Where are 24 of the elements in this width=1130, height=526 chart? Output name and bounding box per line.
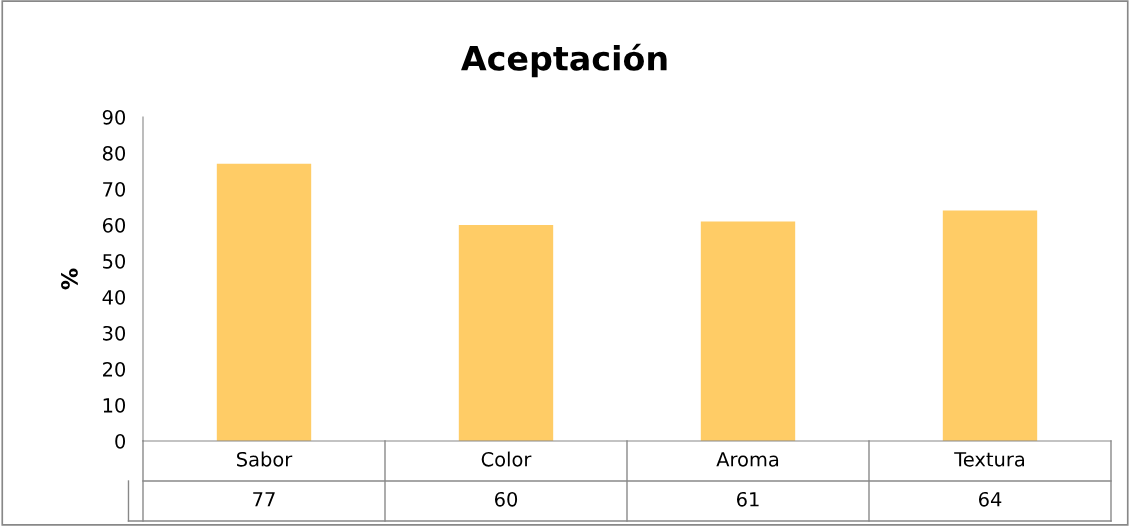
data-label: 61 — [736, 491, 759, 507]
y-tick-label: 90 — [102, 109, 126, 125]
x-tick-label: Aroma — [716, 452, 779, 467]
x-tick-label: Textura — [954, 452, 1025, 467]
data-label: 77 — [253, 492, 275, 507]
y-tick-label: 70 — [103, 181, 126, 197]
y-tick-label: 20 — [103, 361, 126, 377]
bar — [458, 225, 554, 441]
data-label: 60 — [494, 491, 518, 507]
y-tick-label: 10 — [103, 397, 126, 413]
y-tick-label: 30 — [103, 325, 126, 341]
bar — [700, 221, 796, 441]
chart-title: Aceptación — [461, 43, 667, 78]
y-axis-title: % — [61, 268, 78, 290]
y-tick-label: 80 — [102, 145, 126, 161]
x-tick-label: Color — [481, 451, 532, 467]
bar — [942, 210, 1038, 441]
y-tick-label: 40 — [102, 289, 126, 305]
bar — [216, 163, 312, 441]
data-label: 64 — [978, 491, 1002, 507]
x-tick-label: Sabor — [237, 451, 293, 467]
y-tick-label: 60 — [102, 217, 126, 233]
y-tick-label: 50 — [103, 253, 126, 269]
y-tick-label: 0 — [115, 433, 126, 449]
